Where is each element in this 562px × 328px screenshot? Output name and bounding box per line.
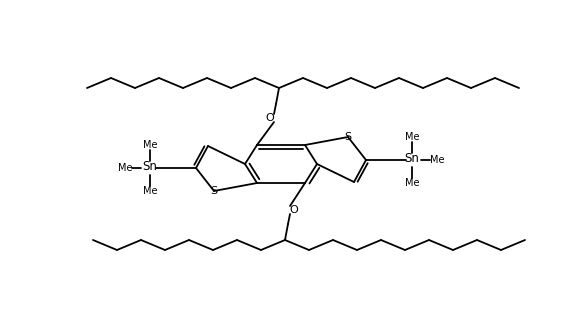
Text: Me: Me bbox=[430, 155, 444, 165]
Text: O: O bbox=[289, 205, 298, 215]
Text: Me: Me bbox=[143, 186, 157, 196]
Text: Me: Me bbox=[118, 163, 132, 173]
Text: O: O bbox=[266, 113, 274, 123]
Text: Me: Me bbox=[405, 178, 419, 188]
Text: Sn: Sn bbox=[143, 160, 157, 174]
Text: S: S bbox=[210, 186, 217, 196]
Text: Me: Me bbox=[143, 140, 157, 150]
Text: Me: Me bbox=[405, 132, 419, 142]
Text: S: S bbox=[345, 132, 352, 142]
Text: Sn: Sn bbox=[405, 153, 419, 166]
